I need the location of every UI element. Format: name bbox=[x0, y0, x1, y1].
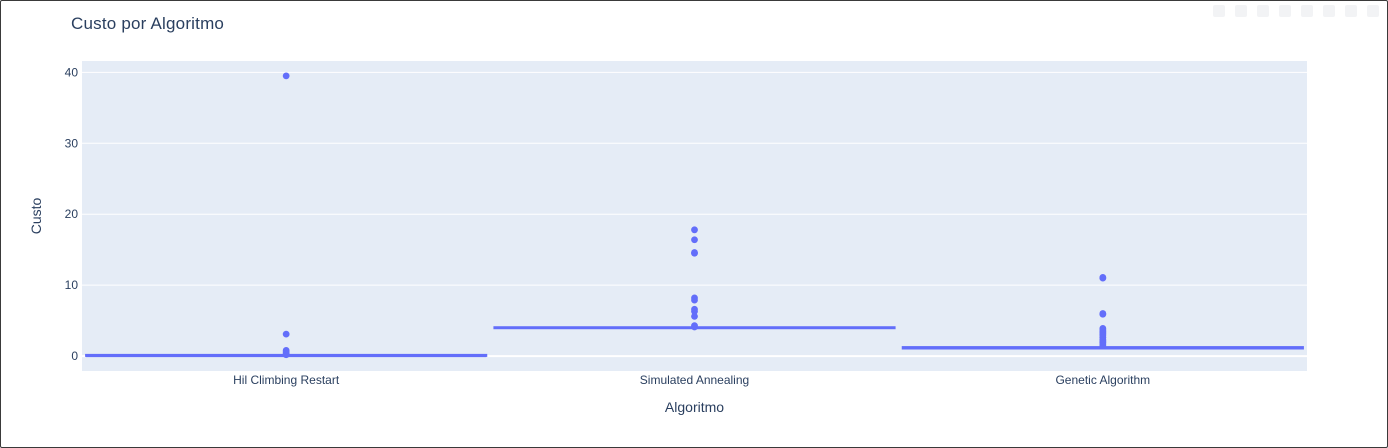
x-axis-ticks: Hil Climbing Restart Simulated Annealing G… bbox=[233, 373, 1150, 387]
y-axis-ticks: 0 10 20 30 40 bbox=[65, 65, 79, 363]
outlier-point bbox=[1099, 274, 1107, 282]
outlier-point bbox=[691, 308, 698, 315]
outlier-point bbox=[691, 249, 698, 257]
y-axis-label: Custo bbox=[28, 198, 44, 235]
box-trace[interactable] bbox=[901, 273, 1304, 350]
modebar[interactable] bbox=[1213, 5, 1379, 17]
outlier-point bbox=[1099, 310, 1107, 318]
box-traces[interactable] bbox=[85, 72, 1304, 359]
box-trace[interactable] bbox=[493, 226, 896, 331]
y-tick-label: 30 bbox=[65, 136, 79, 150]
zoom-in-icon[interactable] bbox=[1279, 5, 1291, 17]
camera-icon[interactable] bbox=[1213, 5, 1225, 17]
outlier-point bbox=[282, 330, 290, 338]
x-tick-label: Simulated Annealing bbox=[640, 373, 749, 387]
box-trace[interactable] bbox=[85, 72, 488, 359]
autoscale-icon[interactable] bbox=[1323, 5, 1335, 17]
zoom-out-icon[interactable] bbox=[1301, 5, 1313, 17]
pan-icon[interactable] bbox=[1257, 5, 1269, 17]
plotly-logo[interactable] bbox=[1367, 5, 1379, 17]
x-tick-label: Genetic Algorithm bbox=[1055, 373, 1150, 387]
zoom-icon[interactable] bbox=[1235, 5, 1247, 17]
y-tick-label: 40 bbox=[65, 65, 79, 79]
outlier-point bbox=[282, 351, 290, 359]
outlier-point bbox=[282, 72, 290, 80]
x-tick-label: Hil Climbing Restart bbox=[233, 373, 340, 387]
y-tick-label: 10 bbox=[65, 278, 79, 292]
outlier-point bbox=[691, 323, 698, 331]
y-tick-label: 20 bbox=[65, 207, 79, 221]
reset-icon[interactable] bbox=[1345, 5, 1357, 17]
chart-title: Custo por Algoritmo bbox=[71, 14, 225, 33]
outlier-point bbox=[1099, 342, 1107, 349]
outlier-point bbox=[691, 296, 698, 304]
x-axis-label: Algoritmo bbox=[665, 399, 724, 415]
outlier-point bbox=[691, 236, 698, 244]
outlier-point bbox=[691, 226, 698, 234]
y-tick-label: 0 bbox=[71, 349, 78, 363]
outlier-point bbox=[691, 312, 698, 320]
